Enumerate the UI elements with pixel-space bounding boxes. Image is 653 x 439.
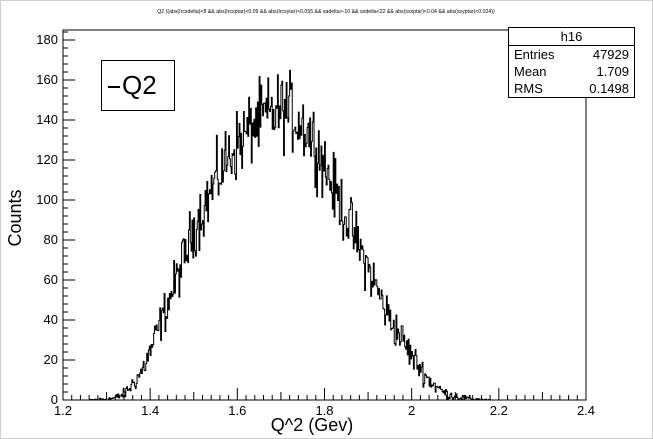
stats-row-rms: RMS 0.1498 <box>509 80 634 97</box>
y-tick-label: 140 <box>36 112 58 127</box>
x-tick-label: 2.4 <box>577 403 595 418</box>
histogram-series-q2 <box>84 69 500 401</box>
stats-entries-label: Entries <box>514 47 555 62</box>
chart-title: Q2 ((abs(Ircsdelta)<8 && abs(Ircsptar)<0… <box>157 9 495 15</box>
x-tick-label: 2 <box>408 403 415 418</box>
y-tick-label: 40 <box>44 312 58 327</box>
x-tick-label: 1.2 <box>54 403 72 418</box>
x-tick-label: 1.4 <box>141 403 159 418</box>
x-tick-label: 1.6 <box>228 403 246 418</box>
y-tick-label: 180 <box>36 32 58 47</box>
y-axis-label: Counts <box>5 189 25 246</box>
x-axis-label: Q^2 (Gev) <box>271 415 353 435</box>
stats-mean-value: 1.709 <box>596 64 629 79</box>
x-tick-label: 1.8 <box>315 403 333 418</box>
stats-rms-value: 0.1498 <box>589 81 629 96</box>
legend-label: Q2 <box>122 70 157 100</box>
stats-rms-label: RMS <box>514 81 543 96</box>
y-tick-label: 60 <box>44 272 58 287</box>
y-tick-label: 120 <box>36 152 58 167</box>
axis-ticks: 1.2 1.4 1.6 1.8 2 2.2 2.4 0 20 40 60 80 100 120 140 160… <box>36 31 595 418</box>
y-tick-label: 160 <box>36 72 58 87</box>
stats-row-mean: Mean 1.709 <box>509 63 634 80</box>
y-tick-label: 100 <box>36 192 58 207</box>
y-tick-label: 80 <box>44 232 58 247</box>
legend: Q2 <box>101 60 175 111</box>
legend-line-swatch <box>108 86 120 88</box>
x-tick-label: 2.2 <box>490 403 508 418</box>
stats-row-entries: Entries 47929 <box>509 46 634 63</box>
y-tick-label: 0 <box>51 392 58 407</box>
stats-histogram-name: h16 <box>509 28 634 46</box>
y-tick-label: 20 <box>44 352 58 367</box>
stats-entries-value: 47929 <box>592 47 629 62</box>
stats-box: h16 Entries 47929 Mean 1.709 RMS 0.1498 <box>508 27 635 98</box>
stats-mean-label: Mean <box>514 64 547 79</box>
